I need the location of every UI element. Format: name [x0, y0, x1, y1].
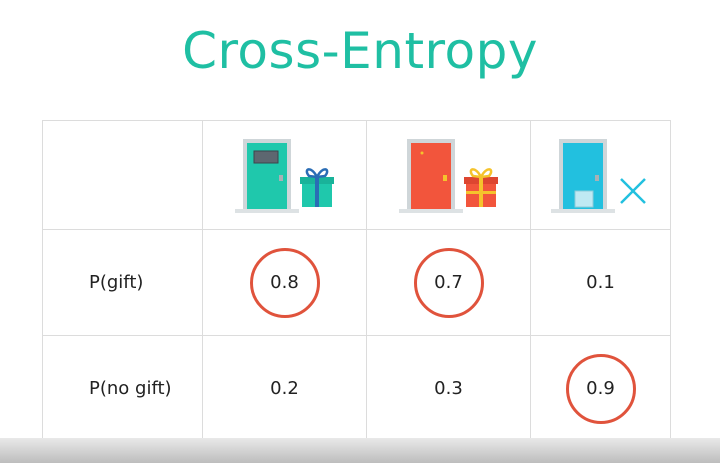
door-1-group [234, 139, 334, 213]
highlight-circle [249, 247, 320, 318]
probability-value: 0.1 [586, 271, 615, 293]
probability-value: 0.7 [413, 247, 484, 318]
door-3-group [550, 139, 646, 213]
header-row [42, 120, 671, 230]
value-cell: 0.3 [366, 335, 531, 442]
highlight-circle [565, 353, 636, 424]
door-icon [398, 139, 463, 213]
header-cell-door-3 [530, 120, 671, 230]
door-2-group [398, 139, 498, 213]
close-icon [619, 178, 646, 204]
probability-value: 0.8 [249, 247, 320, 318]
probability-value: 0.9 [565, 353, 636, 424]
header-cell-door-1 [202, 120, 367, 230]
page-title: Cross-Entropy [182, 22, 538, 80]
row-label: P(no gift) [42, 335, 203, 442]
bottom-shadow-bar [0, 438, 720, 463]
corner-cell [42, 120, 203, 230]
value-cell: 0.9 [530, 335, 671, 442]
header-cell-door-2 [366, 120, 531, 230]
probability-value: 0.2 [270, 377, 299, 399]
probability-value: 0.3 [434, 377, 463, 399]
door-with-window-icon [234, 139, 299, 213]
row-label: P(gift) [42, 229, 203, 336]
value-cell: 0.7 [366, 229, 531, 336]
highlight-circle [413, 247, 484, 318]
table-row: P(no gift) 0.2 0.3 0.9 [42, 335, 671, 442]
value-cell: 0.2 [202, 335, 367, 442]
gift-icon [463, 168, 498, 207]
value-cell: 0.8 [202, 229, 367, 336]
door-with-pet-flap-icon [550, 139, 615, 213]
table-row: P(gift) 0.8 0.7 0.1 [42, 229, 671, 336]
probability-table: P(gift) 0.8 0.7 0.1 P(no gift) 0.2 [42, 120, 671, 442]
gift-icon [299, 168, 334, 207]
value-cell: 0.1 [530, 229, 671, 336]
